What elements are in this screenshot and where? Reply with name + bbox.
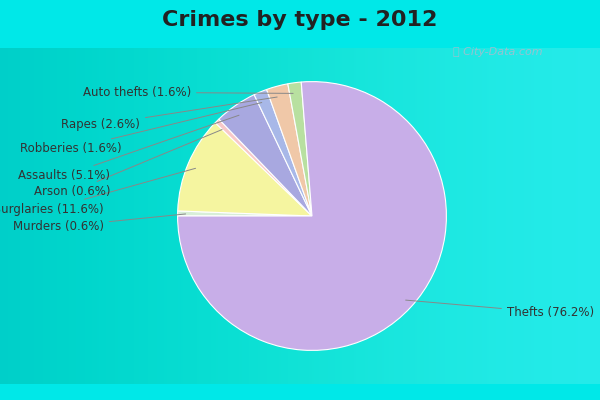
Text: Auto thefts (1.6%): Auto thefts (1.6%) [83, 86, 293, 99]
Text: ⓘ City-Data.com: ⓘ City-Data.com [453, 47, 543, 57]
Wedge shape [178, 82, 446, 350]
Text: Murders (0.6%): Murders (0.6%) [13, 214, 185, 233]
Text: Rapes (2.6%): Rapes (2.6%) [61, 97, 277, 131]
Wedge shape [266, 84, 312, 216]
Wedge shape [254, 90, 312, 216]
Text: Robberies (1.6%): Robberies (1.6%) [20, 102, 262, 155]
Text: Crimes by type - 2012: Crimes by type - 2012 [163, 10, 437, 30]
Text: Thefts (76.2%): Thefts (76.2%) [406, 300, 594, 319]
Wedge shape [215, 119, 312, 216]
Text: Burglaries (11.6%): Burglaries (11.6%) [0, 168, 196, 216]
Wedge shape [219, 95, 312, 216]
Wedge shape [178, 211, 312, 216]
Wedge shape [288, 82, 312, 216]
Text: Arson (0.6%): Arson (0.6%) [34, 130, 222, 198]
Text: Assaults (5.1%): Assaults (5.1%) [19, 115, 239, 182]
Wedge shape [178, 123, 312, 216]
